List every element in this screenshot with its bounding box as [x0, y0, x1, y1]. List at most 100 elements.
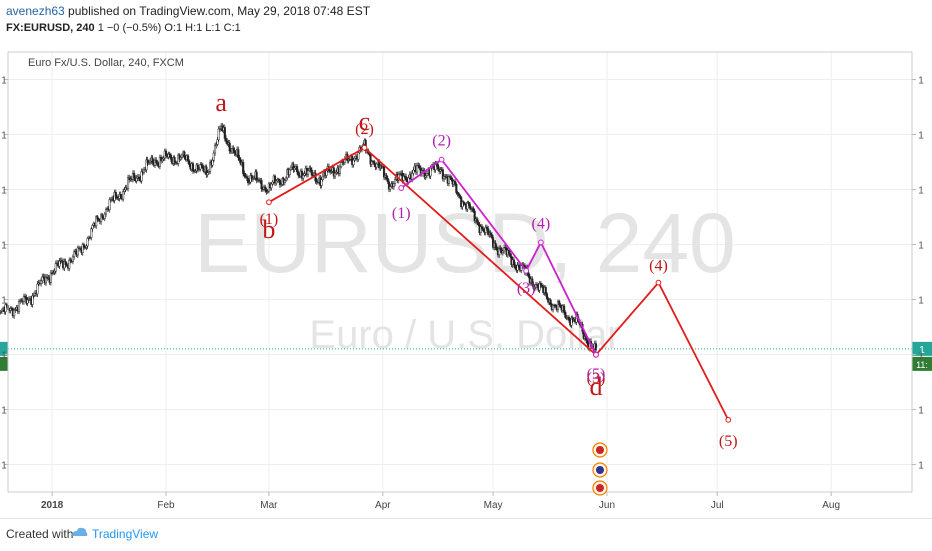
candle-body	[142, 169, 146, 173]
candle-body	[73, 251, 76, 258]
candle-body	[71, 256, 74, 262]
wave-label-abcd: c	[359, 107, 371, 136]
candle-body	[58, 260, 61, 267]
candle-body	[218, 128, 221, 130]
candle-body	[270, 183, 273, 189]
watermark-symbol: EURUSD, 240	[194, 196, 736, 290]
candle-body	[462, 201, 465, 204]
candle-body	[297, 171, 300, 176]
x-tick-label: May	[484, 500, 503, 511]
candle-body	[476, 218, 479, 223]
candle-body	[108, 199, 111, 210]
candle-body	[133, 173, 136, 179]
price-chart[interactable]: EURUSD, 240 Euro / U.S. Dollar 111: abcd…	[0, 40, 932, 518]
candle-body	[4, 304, 7, 312]
x-tick-label: Mar	[260, 500, 278, 511]
candle-body	[201, 164, 204, 169]
x-tick-label: Jul	[711, 500, 724, 511]
candle-body	[95, 216, 98, 227]
candle-body	[512, 259, 515, 265]
y-tick-label-left: 1	[1, 406, 7, 417]
candle-body	[155, 159, 158, 163]
candle-body	[91, 225, 94, 230]
candle-body	[495, 247, 498, 250]
wave-label-abcd: b	[262, 215, 275, 244]
candle-body	[169, 154, 172, 160]
y-tick-label-left: 1	[1, 296, 7, 307]
candle-body	[199, 164, 202, 170]
candle-body	[386, 178, 389, 183]
wave-label-abcd: d	[589, 372, 602, 401]
candle-body	[278, 179, 281, 186]
candle-body	[348, 158, 351, 161]
price-tag-right	[912, 341, 932, 356]
tradingview-logo-icon[interactable]	[70, 525, 88, 539]
candle-body	[373, 161, 376, 165]
candle-body	[273, 175, 277, 184]
wave-label-wave-magenta: (2)	[432, 133, 451, 150]
candle-body	[370, 161, 373, 165]
candle-body	[135, 177, 138, 182]
candle-body	[82, 244, 85, 248]
candle-body	[482, 228, 485, 231]
candle-body	[485, 227, 488, 229]
candle-body	[122, 191, 125, 200]
candle-body	[280, 183, 283, 186]
candle-body	[504, 247, 507, 249]
candle-body	[552, 305, 555, 310]
candle-body	[264, 186, 267, 191]
author-link[interactable]: avenezh63	[6, 4, 65, 18]
candle-body	[156, 162, 159, 165]
event-icons[interactable]	[592, 442, 608, 496]
candle-body	[531, 278, 534, 285]
candle-body	[302, 175, 305, 179]
candle-body	[494, 242, 497, 248]
candle-body	[441, 169, 444, 180]
candle-body	[556, 300, 560, 310]
price-tag-left	[0, 341, 8, 356]
candle-body	[164, 150, 168, 156]
y-tick-label-right: 1	[918, 406, 924, 417]
candle-body	[96, 216, 99, 220]
candle-body	[211, 160, 214, 166]
candle-body	[194, 170, 197, 172]
y-tick-label-left: 1	[1, 241, 7, 252]
y-tick-label-left: 1	[1, 351, 7, 362]
wave-label-wave-magenta: (3)	[517, 280, 536, 297]
candle-body	[549, 299, 552, 305]
candle-body	[586, 339, 589, 344]
candle-body	[69, 259, 72, 262]
candle-body	[44, 276, 48, 284]
y-tick-label-right: 1	[918, 461, 924, 472]
y-tick-label-left: 1	[1, 461, 7, 472]
candle-body	[213, 145, 217, 154]
candle-body	[101, 214, 104, 218]
candle-body	[24, 295, 27, 298]
candle-body	[198, 168, 201, 171]
candle-body	[233, 150, 236, 154]
wave-label-wave-magenta: (4)	[532, 215, 551, 232]
y-tick-label-right: 1	[918, 296, 924, 307]
candle-body	[244, 175, 247, 177]
tradingview-link[interactable]: TradingView	[92, 527, 159, 541]
candle-body	[300, 170, 304, 179]
y-tick-label-left: 1	[1, 76, 7, 87]
wave-pivot	[398, 185, 405, 191]
candle-body	[398, 173, 402, 176]
footer: Created with TradingView	[0, 518, 932, 551]
candle-body	[119, 194, 122, 198]
candle-body	[458, 195, 462, 198]
candle-body	[389, 186, 392, 190]
candle-body	[466, 202, 469, 210]
symbol-info: FX:EURUSD, 240 1 −0 (−0.5%) O:1 H:1 L:1 …	[6, 22, 241, 34]
candle-body	[310, 169, 313, 176]
candle-body	[429, 167, 432, 177]
candle-body	[501, 250, 504, 253]
candle-body	[402, 175, 405, 181]
candle-body	[191, 163, 195, 172]
candle-body	[533, 286, 536, 289]
candle-body	[455, 183, 458, 193]
candle-body	[238, 157, 241, 161]
candle-body	[296, 166, 299, 173]
y-tick-label-right: 1	[918, 76, 924, 87]
